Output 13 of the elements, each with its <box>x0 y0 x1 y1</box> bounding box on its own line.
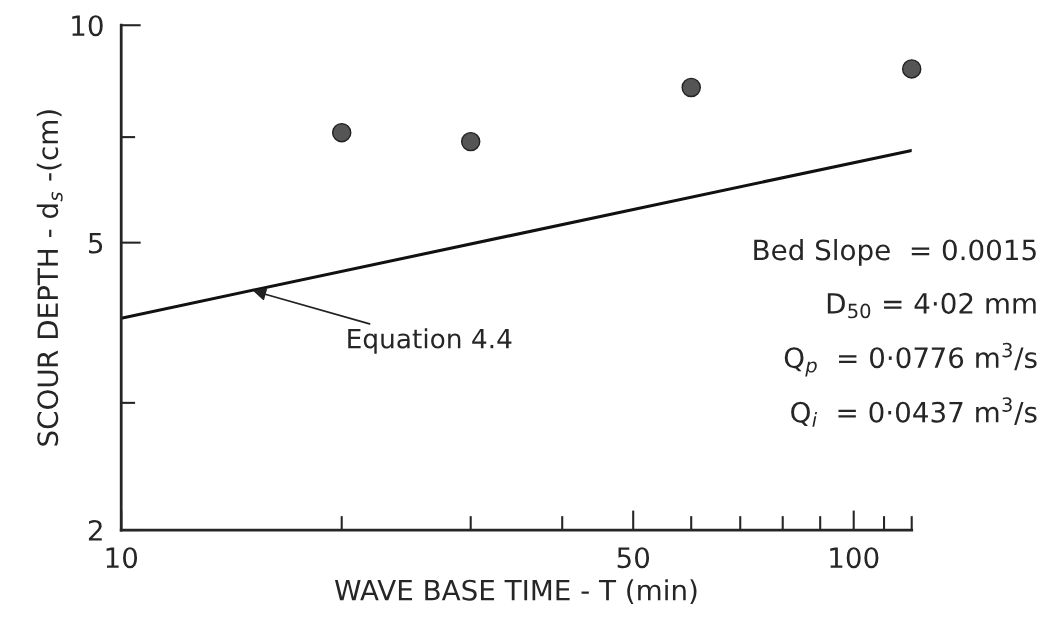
y-axis-title: SCOUR DEPTH - d$_{s}$ -(cm) <box>36 110 63 446</box>
annotation: Q$_{i}$ = 0·0437 m$^{3}$/s <box>791 397 1037 427</box>
x-axis-title: WAVE BASE TIME - T (min) <box>334 579 697 604</box>
x-tick-label: 100 <box>830 547 879 569</box>
x-tick-label: 10 <box>106 547 138 569</box>
x-tick-label: 50 <box>617 547 650 569</box>
y-tick-label: 10 <box>72 15 103 37</box>
annotation: Bed Slope = 0.0015 <box>754 238 1036 266</box>
y-tick-label: 2 <box>88 519 102 541</box>
annotation: Equation 4.4 <box>348 328 512 354</box>
y-tick-label: 5 <box>89 232 103 254</box>
annotation: Q$_{p}$ = 0·0776 m$^{3}$/s <box>784 342 1037 377</box>
annotation: D$_{50}$ = 4·02 mm <box>827 292 1036 319</box>
